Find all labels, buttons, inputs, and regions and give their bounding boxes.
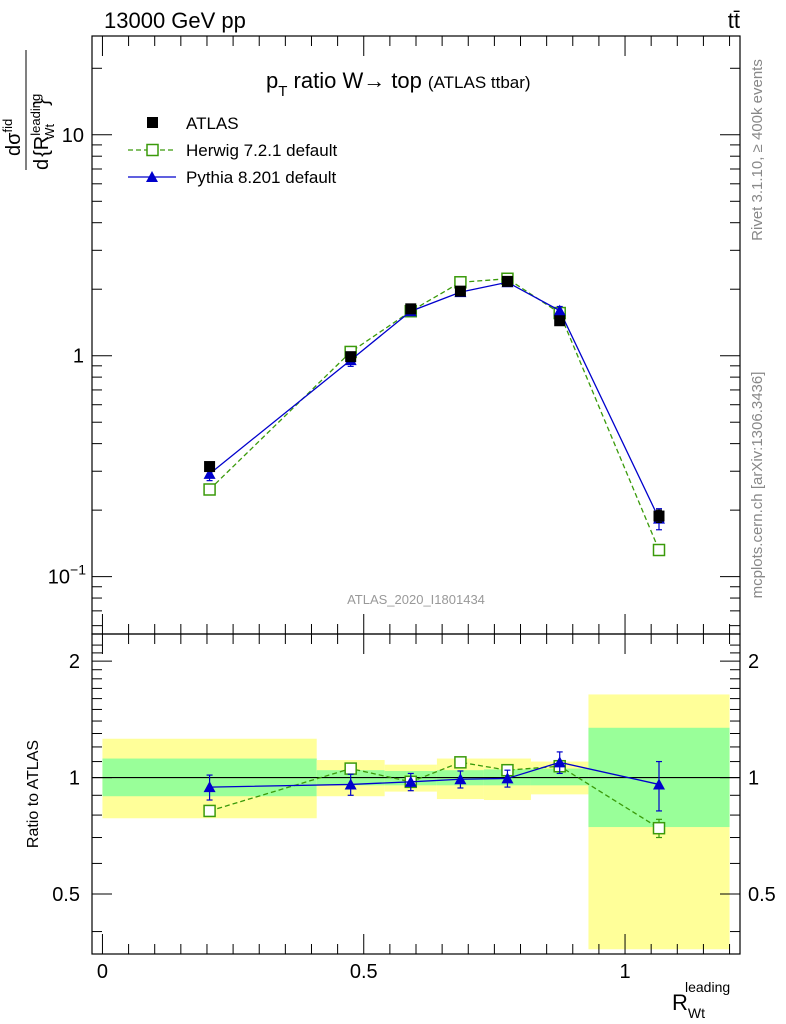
- ratio-pythia-point: [203, 781, 216, 793]
- svg-text:d{RleadingWt}: d {RleadingWt}: [28, 94, 57, 170]
- main-panel: 10−1 1 10 pT ratio W→ top (ATLAS ttbar) ATL…: [48, 35, 741, 635]
- x-label-main: R: [672, 990, 688, 1015]
- ratio-y-tick-label-left: 2: [69, 651, 80, 673]
- main-herwig-point: [652, 543, 666, 557]
- x-label-sub: Wt: [688, 1005, 705, 1021]
- svg-text:dσfid: dσfid: [0, 119, 25, 156]
- main-y-tick-label: 1: [73, 346, 84, 368]
- legend-atlas-label: ATLAS: [186, 114, 239, 133]
- x-tick-label: 0.5: [350, 961, 378, 983]
- x-tick-label: 1: [619, 961, 630, 983]
- main-herwig-point: [203, 483, 216, 496]
- ratio-herwig-point: [652, 821, 666, 835]
- legend-pythia-marker: [146, 171, 158, 182]
- ratio-pythia-point: [344, 778, 357, 790]
- ratio-y-tick-label-left: 0.5: [52, 884, 80, 906]
- main-atlas-point: [653, 510, 665, 522]
- ylabel-sigma: σ: [3, 132, 25, 145]
- ratio-herwig-point: [203, 804, 216, 818]
- ratio-herwig-point: [454, 756, 467, 769]
- ratio-bands: [102, 694, 730, 950]
- ratio-y-tick-label-right: 2: [748, 651, 759, 673]
- legend: ATLAS Herwig 7.2.1 default Pythia 8.201 …: [128, 114, 337, 187]
- main-y-tick-label: 10: [62, 125, 84, 147]
- main-atlas-point: [204, 461, 216, 473]
- ylabel-leading: leading: [28, 94, 43, 136]
- rivet-label: Rivet 3.1.10, ≥ 400k events: [749, 59, 766, 241]
- ylabel-wt: Wt: [42, 124, 57, 140]
- x-label: RWt leading: [672, 979, 730, 1021]
- mcplots-label: mcplots.cern.ch [arXiv:1306.3436]: [749, 372, 766, 599]
- main-atlas-point: [345, 351, 357, 363]
- chart-title: pT ratio W→ top (ATLAS ttbar): [266, 68, 531, 100]
- legend-herwig-label: Herwig 7.2.1 default: [186, 141, 337, 160]
- x-label-sup: leading: [685, 979, 730, 995]
- watermark: ATLAS_2020_I1801434: [347, 592, 485, 607]
- ratio-pythia-point: [404, 775, 417, 787]
- ylabel-fid: fid: [0, 119, 15, 133]
- ratio-y-tick-label-left: 1: [69, 768, 80, 790]
- ratio-series: [203, 751, 666, 839]
- chart-title-main: p: [266, 68, 278, 93]
- main-herwig-line: [209, 278, 660, 551]
- ylabel-d2: d: [3, 145, 25, 156]
- main-atlas-point: [501, 275, 513, 287]
- header-right: tt̄: [728, 8, 740, 33]
- main-pythia-point: [203, 467, 216, 479]
- header-left: 13000 GeV pp: [104, 8, 246, 33]
- legend-atlas-marker: [147, 117, 158, 128]
- x-axis: 0 0.5 1: [97, 36, 731, 983]
- ratio-pythia-point: [653, 778, 665, 790]
- main-y-axis: 10−1 1 10: [48, 67, 740, 627]
- main-atlas-point: [405, 303, 417, 315]
- main-y-tick-label: 10−1: [48, 562, 86, 589]
- ratio-pythia-point: [553, 756, 566, 768]
- ylabel-brace-close: }: [31, 99, 53, 106]
- ratio-y-label: Ratio to ATLAS: [25, 740, 42, 848]
- main-atlas-point: [554, 315, 566, 327]
- main-y-label: d{RleadingWt} dσfid: [0, 50, 57, 170]
- ratio-y-axis: 0.5 0.5 1 1 2 2: [52, 644, 776, 933]
- main-atlas-point: [454, 285, 466, 297]
- ratio-panel: 0.5 0.51 12 2 0 0.5 1: [52, 36, 776, 983]
- ratio-y-tick-label-right: 0.5: [748, 884, 776, 906]
- main-series: [203, 272, 666, 557]
- legend-herwig-marker: [146, 143, 159, 157]
- legend-pythia-label: Pythia 8.201 default: [186, 168, 337, 187]
- ylabel-d1: d: [31, 159, 53, 170]
- ratio-pythia-point: [454, 773, 467, 785]
- chart-title-tag: (ATLAS ttbar): [428, 73, 531, 92]
- main-pythia-point: [553, 304, 566, 316]
- ylabel-brace: {R: [31, 136, 53, 157]
- ratio-y-tick-label-right: 1: [748, 768, 759, 790]
- x-tick-label: 0: [97, 961, 108, 983]
- main-pythia-line: [209, 281, 660, 519]
- chart-title-sub: T: [278, 83, 287, 100]
- ratio-pythia-point: [501, 772, 514, 784]
- ratio-herwig-point: [344, 762, 357, 775]
- chart-title-rest: ratio W→ top: [287, 68, 421, 93]
- ratio-band-green: [530, 768, 589, 786]
